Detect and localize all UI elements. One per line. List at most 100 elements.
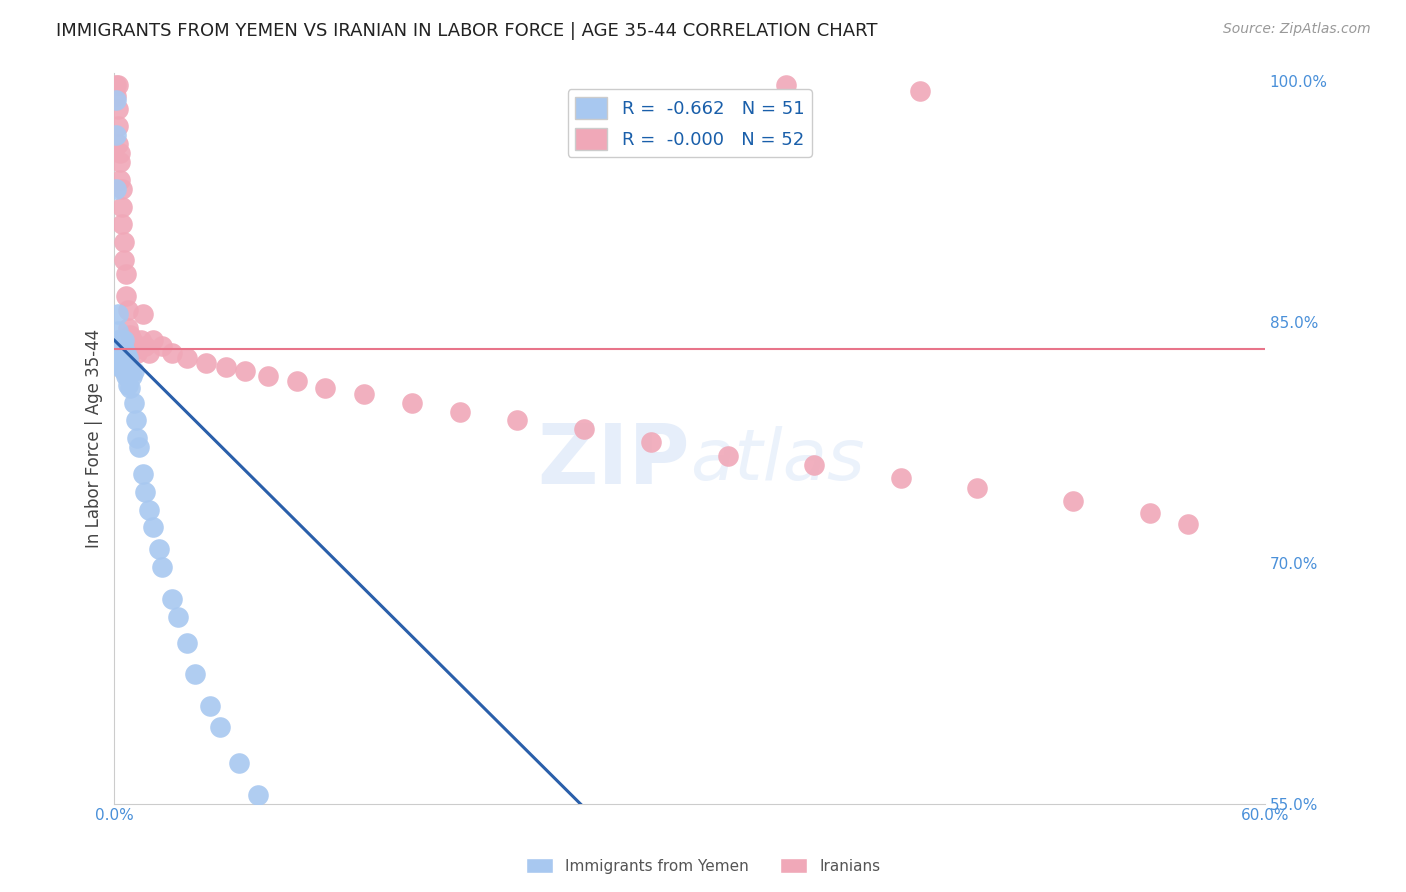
Legend: R =  -0.662   N = 51, R =  -0.000   N = 52: R = -0.662 N = 51, R = -0.000 N = 52: [568, 89, 811, 157]
Point: [111, 359, 134, 374]
Point: [112, 253, 135, 268]
Point: [105, 93, 128, 107]
Point: [115, 368, 138, 383]
Point: [107, 78, 129, 93]
Point: [285, 374, 308, 388]
Point: [128, 440, 150, 454]
Point: [122, 363, 145, 377]
Point: [184, 666, 207, 681]
Point: [129, 333, 152, 347]
Text: ZIP: ZIP: [537, 420, 689, 500]
Point: [108, 333, 131, 347]
Point: [105, 128, 128, 143]
Point: [107, 120, 129, 134]
Point: [148, 541, 170, 556]
Point: [107, 324, 129, 338]
Point: [111, 182, 134, 196]
Point: [115, 289, 138, 303]
Point: [127, 345, 149, 359]
Point: [1177, 516, 1199, 531]
Point: [966, 481, 988, 495]
Point: [803, 458, 825, 472]
Point: [107, 333, 129, 347]
Point: [112, 363, 135, 377]
Legend: Immigrants from Yemen, Iranians: Immigrants from Yemen, Iranians: [519, 852, 887, 880]
Point: [117, 321, 139, 335]
Y-axis label: In Labor Force | Age 35-44: In Labor Force | Age 35-44: [86, 329, 103, 548]
Point: [134, 484, 156, 499]
Point: [107, 102, 129, 116]
Point: [247, 788, 270, 802]
Point: [138, 502, 160, 516]
Point: [132, 467, 155, 481]
Point: [333, 868, 356, 882]
Point: [118, 359, 141, 374]
Point: [1139, 506, 1161, 520]
Point: [150, 338, 173, 352]
Point: [111, 342, 134, 356]
Point: [117, 377, 139, 392]
Point: [115, 345, 138, 359]
Point: [121, 333, 143, 347]
Point: [107, 307, 129, 321]
Point: [449, 404, 471, 418]
Point: [108, 155, 131, 169]
Point: [112, 235, 135, 250]
Point: [138, 345, 160, 359]
Point: [108, 342, 131, 356]
Point: [108, 146, 131, 161]
Point: [908, 84, 931, 98]
Point: [506, 413, 529, 427]
Point: [105, 78, 128, 93]
Point: [111, 200, 134, 214]
Point: [208, 720, 231, 734]
Point: [214, 359, 236, 374]
Point: [108, 359, 131, 374]
Point: [134, 338, 156, 352]
Text: IMMIGRANTS FROM YEMEN VS IRANIAN IN LABOR FORCE | AGE 35-44 CORRELATION CHART: IMMIGRANTS FROM YEMEN VS IRANIAN IN LABO…: [56, 22, 877, 40]
Point: [122, 338, 145, 352]
Point: [111, 218, 134, 232]
Point: [117, 303, 139, 318]
Point: [117, 351, 139, 365]
Point: [176, 636, 198, 650]
Point: [112, 342, 135, 356]
Point: [124, 342, 146, 356]
Point: [112, 333, 135, 347]
Point: [195, 356, 218, 370]
Point: [118, 381, 141, 395]
Point: [256, 368, 278, 383]
Point: [115, 268, 138, 282]
Point: [105, 182, 128, 196]
Point: [122, 395, 145, 409]
Point: [353, 386, 375, 401]
Point: [124, 413, 146, 427]
Point: [640, 434, 662, 449]
Point: [121, 368, 143, 383]
Point: [166, 609, 188, 624]
Point: [142, 333, 165, 347]
Point: [890, 470, 912, 484]
Text: Source: ZipAtlas.com: Source: ZipAtlas.com: [1223, 22, 1371, 37]
Point: [111, 333, 134, 347]
Point: [200, 698, 222, 713]
Point: [142, 520, 165, 534]
Point: [233, 363, 256, 377]
Point: [107, 351, 129, 365]
Text: atlas: atlas: [689, 425, 865, 495]
Point: [228, 756, 250, 770]
Point: [401, 395, 423, 409]
Point: [132, 307, 155, 321]
Point: [717, 449, 740, 463]
Point: [572, 422, 595, 436]
Point: [118, 327, 141, 342]
Point: [160, 591, 183, 606]
Point: [276, 823, 298, 838]
Point: [160, 345, 183, 359]
Point: [108, 173, 131, 187]
Point: [107, 137, 129, 152]
Point: [305, 845, 328, 859]
Point: [150, 559, 173, 574]
Point: [775, 78, 797, 93]
Point: [108, 351, 131, 365]
